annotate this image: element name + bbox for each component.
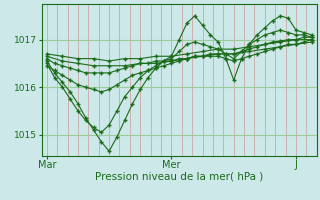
X-axis label: Pression niveau de la mer( hPa ): Pression niveau de la mer( hPa ) <box>95 172 263 182</box>
